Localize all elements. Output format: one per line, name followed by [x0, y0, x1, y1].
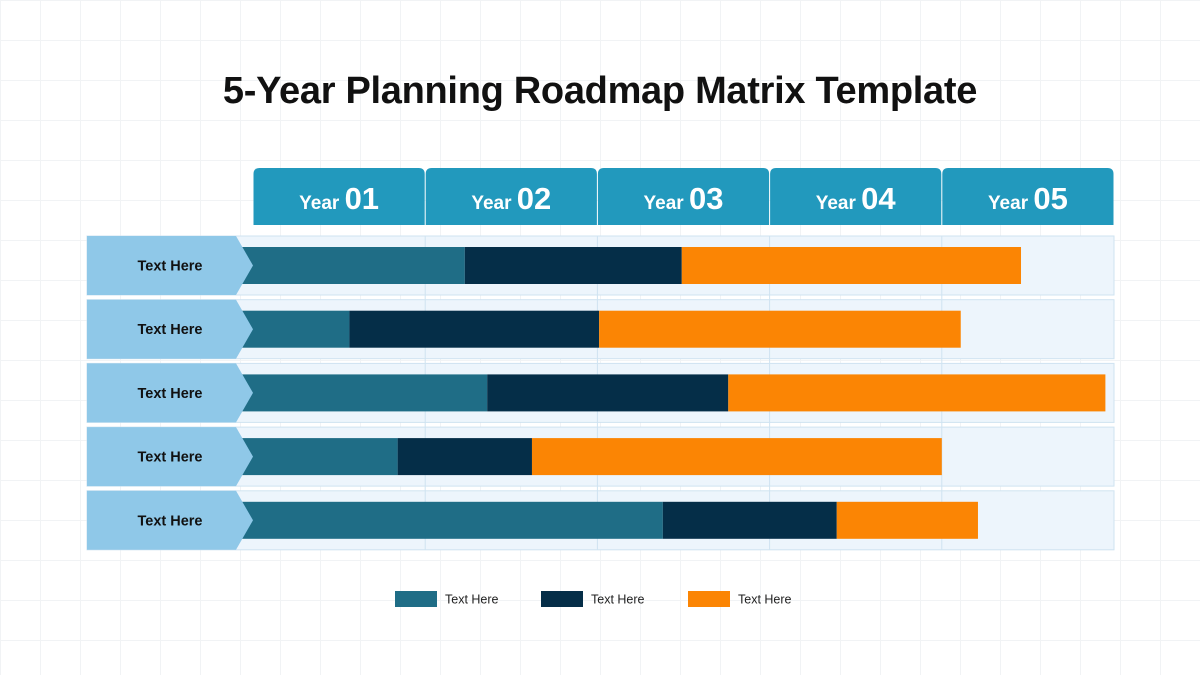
- year-header-3: [597, 168, 770, 225]
- bar-segment: [238, 438, 398, 476]
- bar-segment: [238, 501, 663, 539]
- bar-segment: [728, 374, 1106, 412]
- year-header-label-3: Year 03: [644, 181, 724, 216]
- bar-segment: [487, 374, 729, 412]
- bar-segment: [599, 310, 961, 348]
- year-header-label-2: Year 02: [471, 181, 551, 216]
- year-word: Year: [816, 193, 861, 214]
- legend-label: Text Here: [591, 593, 645, 607]
- row-label-arrow: [87, 490, 253, 550]
- year-word: Year: [471, 193, 516, 214]
- page-title: 5-Year Planning Roadmap Matrix Template: [222, 70, 978, 112]
- bar-segment: [349, 310, 600, 348]
- bar-segment: [681, 247, 1022, 284]
- row-label-arrow: [87, 363, 253, 423]
- year-header-5: [942, 168, 1114, 225]
- row-label-arrow: [87, 299, 253, 359]
- year-header-label-1: Year 01: [299, 181, 379, 216]
- year-word: Year: [644, 193, 689, 214]
- bar-segment: [464, 247, 682, 284]
- legend-swatch: [688, 591, 730, 607]
- year-header-4: [770, 168, 942, 225]
- year-header-2: [425, 168, 597, 225]
- legend-label: Text Here: [738, 593, 792, 607]
- bar-segment: [238, 310, 350, 348]
- row-label: Text Here: [137, 322, 202, 338]
- row-label: Text Here: [137, 450, 202, 466]
- year-number: 02: [517, 181, 551, 216]
- row-label-arrow: [87, 427, 253, 487]
- bar-segment: [531, 438, 942, 476]
- bar-segment: [662, 501, 837, 539]
- row-label: Text Here: [137, 259, 202, 275]
- year-number: 05: [1033, 181, 1067, 216]
- bar-segment: [836, 501, 978, 539]
- legend-swatch: [395, 591, 437, 607]
- row-label-arrow: [87, 236, 253, 295]
- year-header-1: [253, 168, 425, 225]
- bar-segment: [238, 247, 465, 284]
- legend-swatch: [541, 591, 583, 607]
- row-label: Text Here: [137, 386, 202, 402]
- year-number: 01: [345, 181, 379, 216]
- year-number: 03: [689, 181, 723, 216]
- year-number: 04: [861, 181, 896, 216]
- year-header-label-5: Year 05: [988, 181, 1068, 216]
- year-word: Year: [299, 193, 344, 214]
- year-header-label-4: Year 04: [816, 181, 897, 216]
- bar-segment: [238, 374, 488, 412]
- bar-segment: [397, 438, 532, 476]
- legend-label: Text Here: [445, 593, 499, 607]
- year-word: Year: [988, 193, 1033, 214]
- row-label: Text Here: [137, 513, 202, 529]
